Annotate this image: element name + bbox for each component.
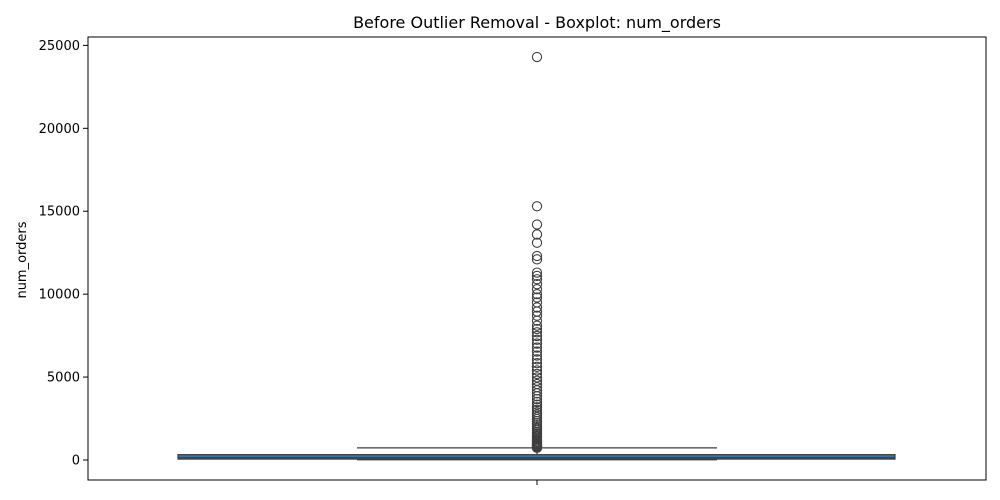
outlier-point xyxy=(531,342,543,353)
y-tick-label: 10000 xyxy=(39,288,80,303)
outlier-point xyxy=(531,396,543,408)
outlier-point xyxy=(531,229,543,240)
chart-title: Before Outlier Removal - Boxplot: num_or… xyxy=(353,13,721,33)
outlier-point xyxy=(531,365,543,376)
outlier-point xyxy=(531,302,543,313)
outlier-point xyxy=(531,310,543,321)
outlier-point xyxy=(531,334,543,345)
outlier-point xyxy=(531,284,543,295)
y-tick-label: 25000 xyxy=(39,39,80,54)
outlier-point xyxy=(531,51,543,63)
outlier-point xyxy=(531,382,543,393)
outlier-point xyxy=(531,279,543,290)
outlier-point xyxy=(531,350,543,361)
outlier-point xyxy=(531,219,543,230)
outlier-point xyxy=(531,357,543,369)
outlier-point xyxy=(531,409,543,420)
outlier-point xyxy=(531,402,543,413)
y-tick-label: 0 xyxy=(72,454,80,469)
outlier-point xyxy=(531,320,543,331)
y-axis-label: num_orders xyxy=(15,221,30,298)
outliers xyxy=(531,51,543,454)
y-tick-label: 15000 xyxy=(39,205,80,220)
y-tick-label: 5000 xyxy=(47,371,80,386)
outlier-point xyxy=(531,297,543,308)
outlier-point xyxy=(531,201,543,212)
y-axis: 0 5000 10000 15000 20000 25000 xyxy=(39,39,88,469)
outlier-point xyxy=(531,338,543,349)
outlier-point xyxy=(531,407,543,418)
outlier-point xyxy=(531,346,543,357)
outlier-point xyxy=(531,372,543,383)
outlier-point xyxy=(531,237,543,248)
outlier-point xyxy=(531,375,543,386)
plot-frame xyxy=(87,36,987,481)
outlier-point xyxy=(531,330,543,342)
outlier-point xyxy=(531,399,543,410)
outlier-point xyxy=(531,378,543,390)
outlier-point xyxy=(531,254,543,265)
outlier-point xyxy=(531,354,543,365)
iqr-box xyxy=(177,454,896,460)
outlier-point xyxy=(531,289,543,300)
y-tick-label: 20000 xyxy=(39,122,80,137)
outlier-point xyxy=(531,327,543,338)
outlier-point xyxy=(531,323,543,335)
outlier-point xyxy=(531,361,543,372)
box-group xyxy=(177,454,896,460)
outlier-point xyxy=(531,292,543,303)
outlier-point xyxy=(531,267,543,278)
outlier-point xyxy=(531,270,543,282)
outlier-point xyxy=(531,250,543,262)
outlier-point xyxy=(531,368,543,380)
outlier-point xyxy=(531,274,543,285)
outlier-point xyxy=(531,404,543,415)
